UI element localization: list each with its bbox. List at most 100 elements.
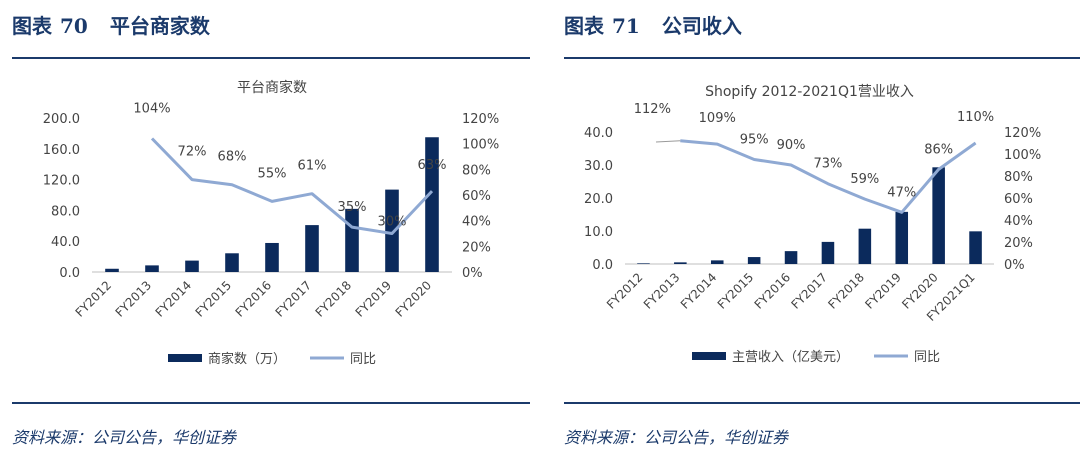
left-axis-tick-label: 160.0 [43, 143, 80, 158]
category-label: FY2015 [193, 278, 235, 320]
figure-70-panel: 图表 70 平台商家数 平台商家数 200.0 160.0 120.0 80.0 40.0 0.… [0, 0, 530, 452]
bar [858, 228, 872, 264]
growth-data-label: 110% [957, 110, 994, 125]
category-label: FY2017 [273, 278, 315, 320]
left-axis-tick-label: 0.0 [59, 266, 80, 281]
left-axis-tick-label: 0.0 [592, 258, 613, 273]
right-axis-tick-label: 0% [462, 266, 483, 281]
right-axis-tick-label: 40% [462, 215, 491, 230]
bar [710, 260, 724, 264]
figure-label: 图表 [12, 14, 52, 38]
right-axis-tick-label: 40% [1004, 214, 1033, 229]
growth-data-label: 30% [378, 215, 407, 230]
legend-line-label: 同比 [914, 350, 940, 365]
bar [674, 262, 687, 264]
figure-title: 图表 71 公司收入 [564, 10, 742, 39]
left-axis-tick-label: 40.0 [51, 235, 80, 250]
right-axis-tick-label: 0% [1004, 258, 1025, 273]
category-label: FY2015 [715, 270, 757, 312]
growth-data-label: 61% [298, 159, 327, 174]
category-label: FY2019 [862, 270, 904, 312]
legend-bar-label: 主营收入（亿美元） [732, 350, 849, 365]
top-rule [564, 57, 1080, 59]
figure-number: 70 [60, 14, 88, 38]
bottom-rule [12, 402, 530, 404]
category-label: FY2018 [825, 270, 867, 312]
bar [305, 225, 319, 272]
growth-data-label: 55% [258, 166, 287, 181]
category-label: FY2013 [113, 278, 155, 320]
category-label: FY2012 [73, 278, 115, 320]
category-label: FY2013 [641, 270, 683, 312]
growth-data-label: 35% [338, 200, 367, 215]
revenue-chart: Shopify 2012-2021Q1营业收入 40.0 30.0 20.0 10.0 0… [584, 84, 1041, 365]
right-axis-tick-label: 80% [1004, 170, 1033, 185]
category-label: FY2019 [353, 278, 395, 320]
growth-data-label: 73% [813, 157, 842, 172]
growth-data-label: 47% [887, 185, 916, 200]
bar [385, 189, 399, 272]
right-axis-tick-label: 80% [462, 163, 491, 178]
legend-bar-label: 商家数（万） [208, 351, 286, 367]
bar [265, 242, 279, 272]
category-label: FY2016 [233, 278, 275, 320]
merchant-count-chart: 平台商家数 200.0 160.0 120.0 80.0 40.0 0.0 120% 100% 8… [43, 79, 499, 367]
category-label: FY2014 [678, 270, 720, 312]
growth-data-label: 109% [699, 111, 736, 126]
legend-bar-swatch [168, 354, 202, 362]
growth-data-label: 104% [133, 102, 170, 117]
source-note: 资料来源：公司公告，华创证券 [564, 428, 789, 447]
bar [637, 263, 650, 264]
bar [821, 241, 835, 264]
bar [895, 211, 909, 264]
figure-title: 图表 70 平台商家数 [12, 10, 210, 39]
bar [784, 251, 798, 264]
right-axis-tick-label: 20% [462, 240, 491, 255]
growth-data-label: 68% [218, 150, 247, 165]
category-label: FY2012 [604, 270, 646, 312]
left-axis-tick-label: 80.0 [51, 204, 80, 219]
growth-data-label: 112% [634, 102, 671, 117]
category-label: FY2017 [789, 270, 831, 312]
right-axis-tick-label: 60% [1004, 192, 1033, 207]
chart-title: Shopify 2012-2021Q1营业收入 [705, 84, 914, 100]
right-axis-tick-label: 120% [1004, 126, 1041, 141]
bar [747, 257, 761, 264]
right-axis-tick-label: 120% [462, 112, 499, 127]
chart-title: 平台商家数 [237, 79, 307, 96]
left-axis-tick-label: 30.0 [584, 159, 613, 174]
label-leader-line [655, 140, 681, 143]
right-axis-tick-label: 20% [1004, 236, 1033, 251]
figure-number: 71 [612, 14, 640, 38]
category-label: FY2018 [313, 278, 355, 320]
source-note: 资料来源：公司公告，华创证券 [12, 428, 237, 447]
growth-data-label: 90% [777, 138, 806, 153]
figure-name: 平台商家数 [109, 14, 210, 38]
category-label: FY2020 [393, 278, 435, 320]
left-axis-tick-label: 120.0 [43, 174, 80, 189]
bar [932, 167, 945, 264]
growth-line [680, 139, 977, 214]
left-axis-tick-label: 200.0 [43, 112, 80, 127]
category-label: FY2014 [153, 278, 195, 320]
growth-line [150, 137, 434, 235]
figure-71-panel: 图表 71 公司收入 Shopify 2012-2021Q1营业收入 40.0 30.0… [552, 0, 1080, 452]
bar [969, 231, 982, 264]
legend-line-label: 同比 [350, 352, 376, 367]
bar [225, 253, 239, 272]
left-axis-tick-label: 20.0 [584, 192, 613, 207]
bar [105, 268, 119, 272]
growth-data-label: 63% [418, 158, 447, 173]
growth-data-label: 72% [178, 145, 207, 160]
category-label: FY2016 [752, 270, 794, 312]
bar [185, 260, 199, 272]
right-axis-tick-label: 100% [1004, 148, 1041, 163]
growth-data-label: 86% [924, 142, 953, 157]
top-rule [12, 57, 530, 59]
bar [425, 137, 439, 272]
left-axis-tick-label: 40.0 [584, 126, 613, 141]
figure-label: 图表 [564, 14, 604, 38]
growth-data-label: 95% [740, 133, 769, 148]
left-axis-tick-label: 10.0 [584, 225, 613, 240]
figure-name: 公司收入 [661, 14, 742, 38]
